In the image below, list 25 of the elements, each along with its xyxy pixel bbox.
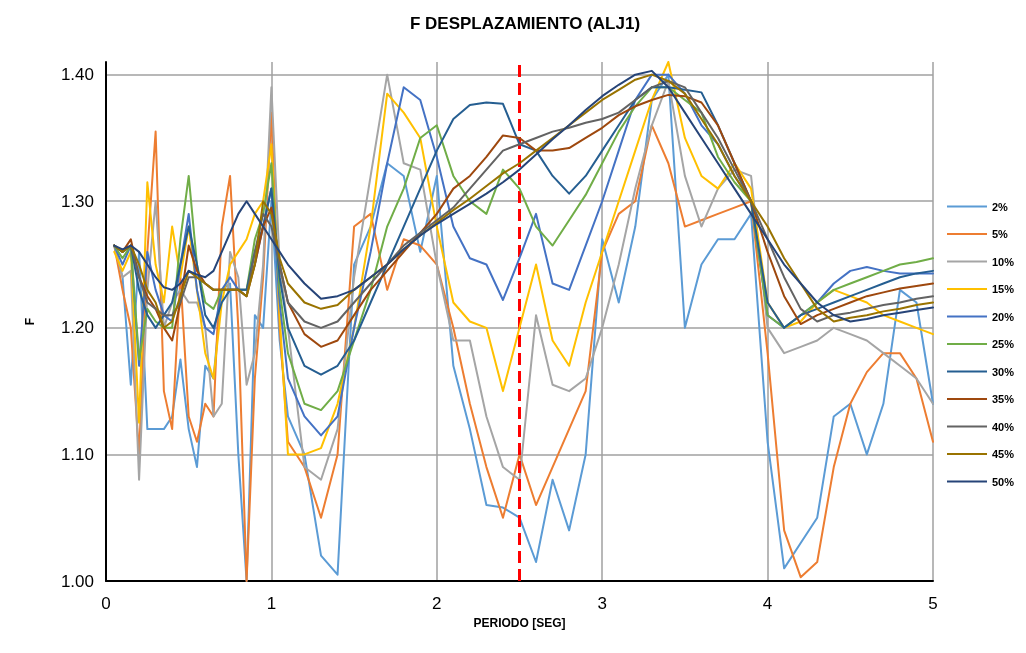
x-tick-label: 5 bbox=[928, 594, 938, 613]
x-axis-title: PERIODO [SEG] bbox=[473, 615, 566, 630]
x-tick-label: 0 bbox=[101, 594, 111, 613]
chart-title: F DESPLAZAMIENTO (ALJ1) bbox=[409, 14, 641, 33]
legend-label: 40% bbox=[992, 420, 1015, 433]
x-tick-label: 1 bbox=[266, 594, 277, 613]
y-tick-label: 1.00 bbox=[60, 571, 94, 591]
x-tick-label: 4 bbox=[762, 594, 773, 613]
y-tick-label: 1.30 bbox=[60, 191, 94, 211]
legend-label: 30% bbox=[992, 365, 1015, 378]
legend-label: 15% bbox=[992, 283, 1015, 295]
legend-label: 2% bbox=[992, 200, 1009, 213]
legend-label: 50% bbox=[992, 475, 1015, 488]
legend-label: 35% bbox=[992, 393, 1015, 405]
y-tick-label: 1.40 bbox=[60, 65, 94, 85]
x-tick-label: 3 bbox=[597, 594, 607, 613]
y-axis-title: F bbox=[23, 317, 37, 326]
legend-label: 45% bbox=[992, 448, 1015, 460]
x-tick-label: 2 bbox=[432, 594, 442, 613]
legend-label: 10% bbox=[992, 255, 1015, 268]
legend-label: 5% bbox=[992, 228, 1009, 240]
legend-label: 20% bbox=[992, 310, 1015, 323]
y-tick-label: 1.10 bbox=[60, 444, 94, 464]
y-tick-label: 1.20 bbox=[60, 318, 94, 338]
legend-label: 25% bbox=[992, 338, 1015, 350]
